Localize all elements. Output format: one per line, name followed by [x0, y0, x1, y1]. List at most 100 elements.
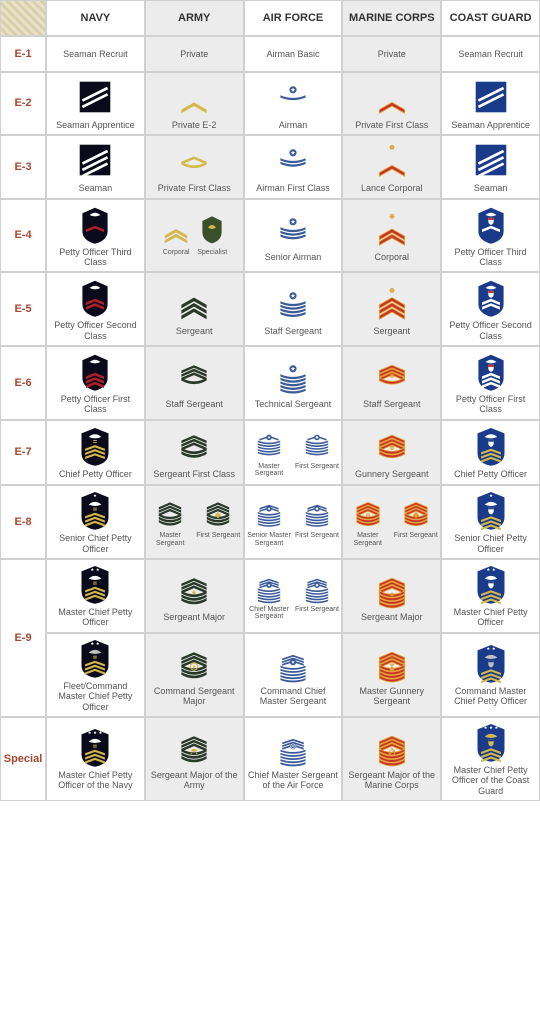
- rank-label: Private First Class: [158, 183, 231, 193]
- rank-insignia-icon: [275, 209, 311, 249]
- rank-cell: Corporal: [342, 199, 441, 273]
- rank-label: Senior Chief Petty Officer: [49, 533, 142, 554]
- header-coast-guard: COAST GUARD: [441, 0, 540, 36]
- rank-insignia-icon: [77, 564, 113, 604]
- rank-label: Petty Officer Second Class: [444, 320, 537, 341]
- rank-cell: Command Master Chief Petty Officer: [441, 633, 540, 717]
- rank-cell: Seaman: [441, 135, 540, 198]
- rank-cell: Command Sergeant Major: [145, 633, 244, 717]
- branch-header: MARINE CORPS: [349, 12, 435, 25]
- rank-insignia-icon: [77, 638, 113, 678]
- rank-cell: Senior Chief Petty Officer: [46, 485, 145, 559]
- rank-insignia-icon: [176, 569, 212, 609]
- rank-cell: Petty Officer Third Class: [46, 199, 145, 273]
- rank-insignia-icon: [374, 209, 410, 249]
- rank-insignia-icon: [301, 425, 333, 461]
- rank-sublabel: Specialist: [197, 249, 227, 256]
- rank-cell: Petty Officer First Class: [441, 346, 540, 420]
- rank-cell: Staff Sergeant: [244, 272, 343, 346]
- rank-cell: Master Chief Petty Officer of the Navy: [46, 717, 145, 801]
- rank-insignia-icon: [77, 426, 113, 466]
- rank-insignia-icon: [154, 494, 186, 530]
- rank-label: Master Chief Petty Officer: [444, 607, 537, 628]
- rank-label: Master Chief Petty Officer of the Navy: [49, 770, 142, 791]
- rank-insignia-icon: [473, 140, 509, 180]
- rank-label: Private First Class: [355, 120, 428, 130]
- rank-label: Chief Petty Officer: [454, 469, 527, 479]
- rank-cell: Chief Master SergeantFirst Sergeant: [244, 559, 343, 633]
- rank-insignia-icon: [77, 277, 113, 317]
- rank-label: Gunnery Sergeant: [355, 469, 429, 479]
- header-marine-corps: MARINE CORPS: [342, 0, 441, 36]
- rank-label: Master Chief Petty Officer of the Coast …: [444, 765, 537, 796]
- rank-cell: Master Chief Petty Officer: [46, 559, 145, 633]
- rank-label: Petty Officer First Class: [444, 394, 537, 415]
- rank-insignia-icon: [374, 569, 410, 609]
- rank-cell: Seaman Recruit: [441, 36, 540, 72]
- rank-cell: Private: [145, 36, 244, 72]
- rank-insignia-icon: [275, 140, 311, 180]
- rank-label: Seaman Apprentice: [56, 120, 135, 130]
- rank-cell: Master SergeantFirst Sergeant: [342, 485, 441, 559]
- rank-label: Staff Sergeant: [264, 326, 321, 336]
- rank-insignia-icon: [301, 494, 333, 530]
- rank-cell: Airman First Class: [244, 135, 343, 198]
- rank-label: Command Chief Master Sergeant: [247, 686, 340, 707]
- rank-insignia-icon: [473, 351, 509, 391]
- rank-label: Petty Officer First Class: [49, 394, 142, 415]
- rank-insignia-icon: [473, 426, 509, 466]
- branch-header: NAVY: [81, 12, 111, 25]
- rank-insignia-icon: [473, 490, 509, 530]
- rank-sublabel: First Sergeant: [196, 532, 240, 539]
- rank-insignia-icon: [176, 356, 212, 396]
- rank-insignia-icon: [374, 727, 410, 767]
- rank-label: Command Sergeant Major: [148, 686, 241, 707]
- rank-label: Master Gunnery Sergeant: [345, 686, 438, 707]
- rank-cell: Private E-2: [145, 72, 244, 135]
- corner-cell: [0, 0, 46, 36]
- rank-cell: Gunnery Sergeant: [342, 420, 441, 486]
- rank-sublabel: First Sergeant: [394, 532, 438, 539]
- rank-cell: Master Gunnery Sergeant: [342, 633, 441, 717]
- rank-sublabel: Master Sergeant: [148, 532, 192, 547]
- rank-insignia-icon: [77, 727, 113, 767]
- rank-label: Sergeant Major of the Marine Corps: [345, 770, 438, 791]
- header-navy: NAVY: [46, 0, 145, 36]
- rank-insignia-icon: [275, 643, 311, 683]
- rank-cell: Master Chief Petty Officer: [441, 559, 540, 633]
- rank-insignia-icon: [77, 204, 113, 244]
- rank-label: Private: [378, 49, 406, 59]
- rank-cell: Senior Airman: [244, 199, 343, 273]
- rank-insignia-icon: [374, 356, 410, 396]
- rank-cell: Sergeant Major: [342, 559, 441, 633]
- row-label-e-6: E-6: [0, 346, 46, 420]
- rank-label: Seaman: [474, 183, 508, 193]
- rank-insignia-icon: [176, 426, 212, 466]
- rank-cell: Petty Officer Third Class: [441, 199, 540, 273]
- row-label-e-8: E-8: [0, 485, 46, 559]
- rank-insignia-icon: [473, 722, 509, 762]
- row-label-e-9: E-9: [0, 559, 46, 717]
- rank-cell: Command Chief Master Sergeant: [244, 633, 343, 717]
- rank-label: Seaman Recruit: [458, 49, 523, 59]
- row-label-e-4: E-4: [0, 199, 46, 273]
- rank-insignia-icon: [275, 727, 311, 767]
- rank-label: Staff Sergeant: [363, 399, 420, 409]
- rank-label: Senior Chief Petty Officer: [444, 533, 537, 554]
- rank-label: Staff Sergeant: [166, 399, 223, 409]
- rank-sublabel: Corporal: [163, 249, 190, 256]
- rank-insignia-icon: [374, 283, 410, 323]
- rank-label: Sergeant: [176, 326, 213, 336]
- rank-cell: Sergeant First Class: [145, 420, 244, 486]
- branch-header: AIR FORCE: [263, 12, 324, 25]
- rank-label: Seaman Recruit: [63, 49, 128, 59]
- rank-label: Fleet/Command Master Chief Petty Officer: [49, 681, 142, 712]
- rank-insignia-icon: [253, 568, 285, 604]
- rank-label: Sergeant: [374, 326, 411, 336]
- rank-insignia-icon: [374, 140, 410, 180]
- rank-label: Sergeant Major: [361, 612, 423, 622]
- rank-insignia-icon: [473, 643, 509, 683]
- rank-cell: Petty Officer First Class: [46, 346, 145, 420]
- rank-insignia-icon: [400, 494, 432, 530]
- rank-cell: Corporal Specialist: [145, 199, 244, 273]
